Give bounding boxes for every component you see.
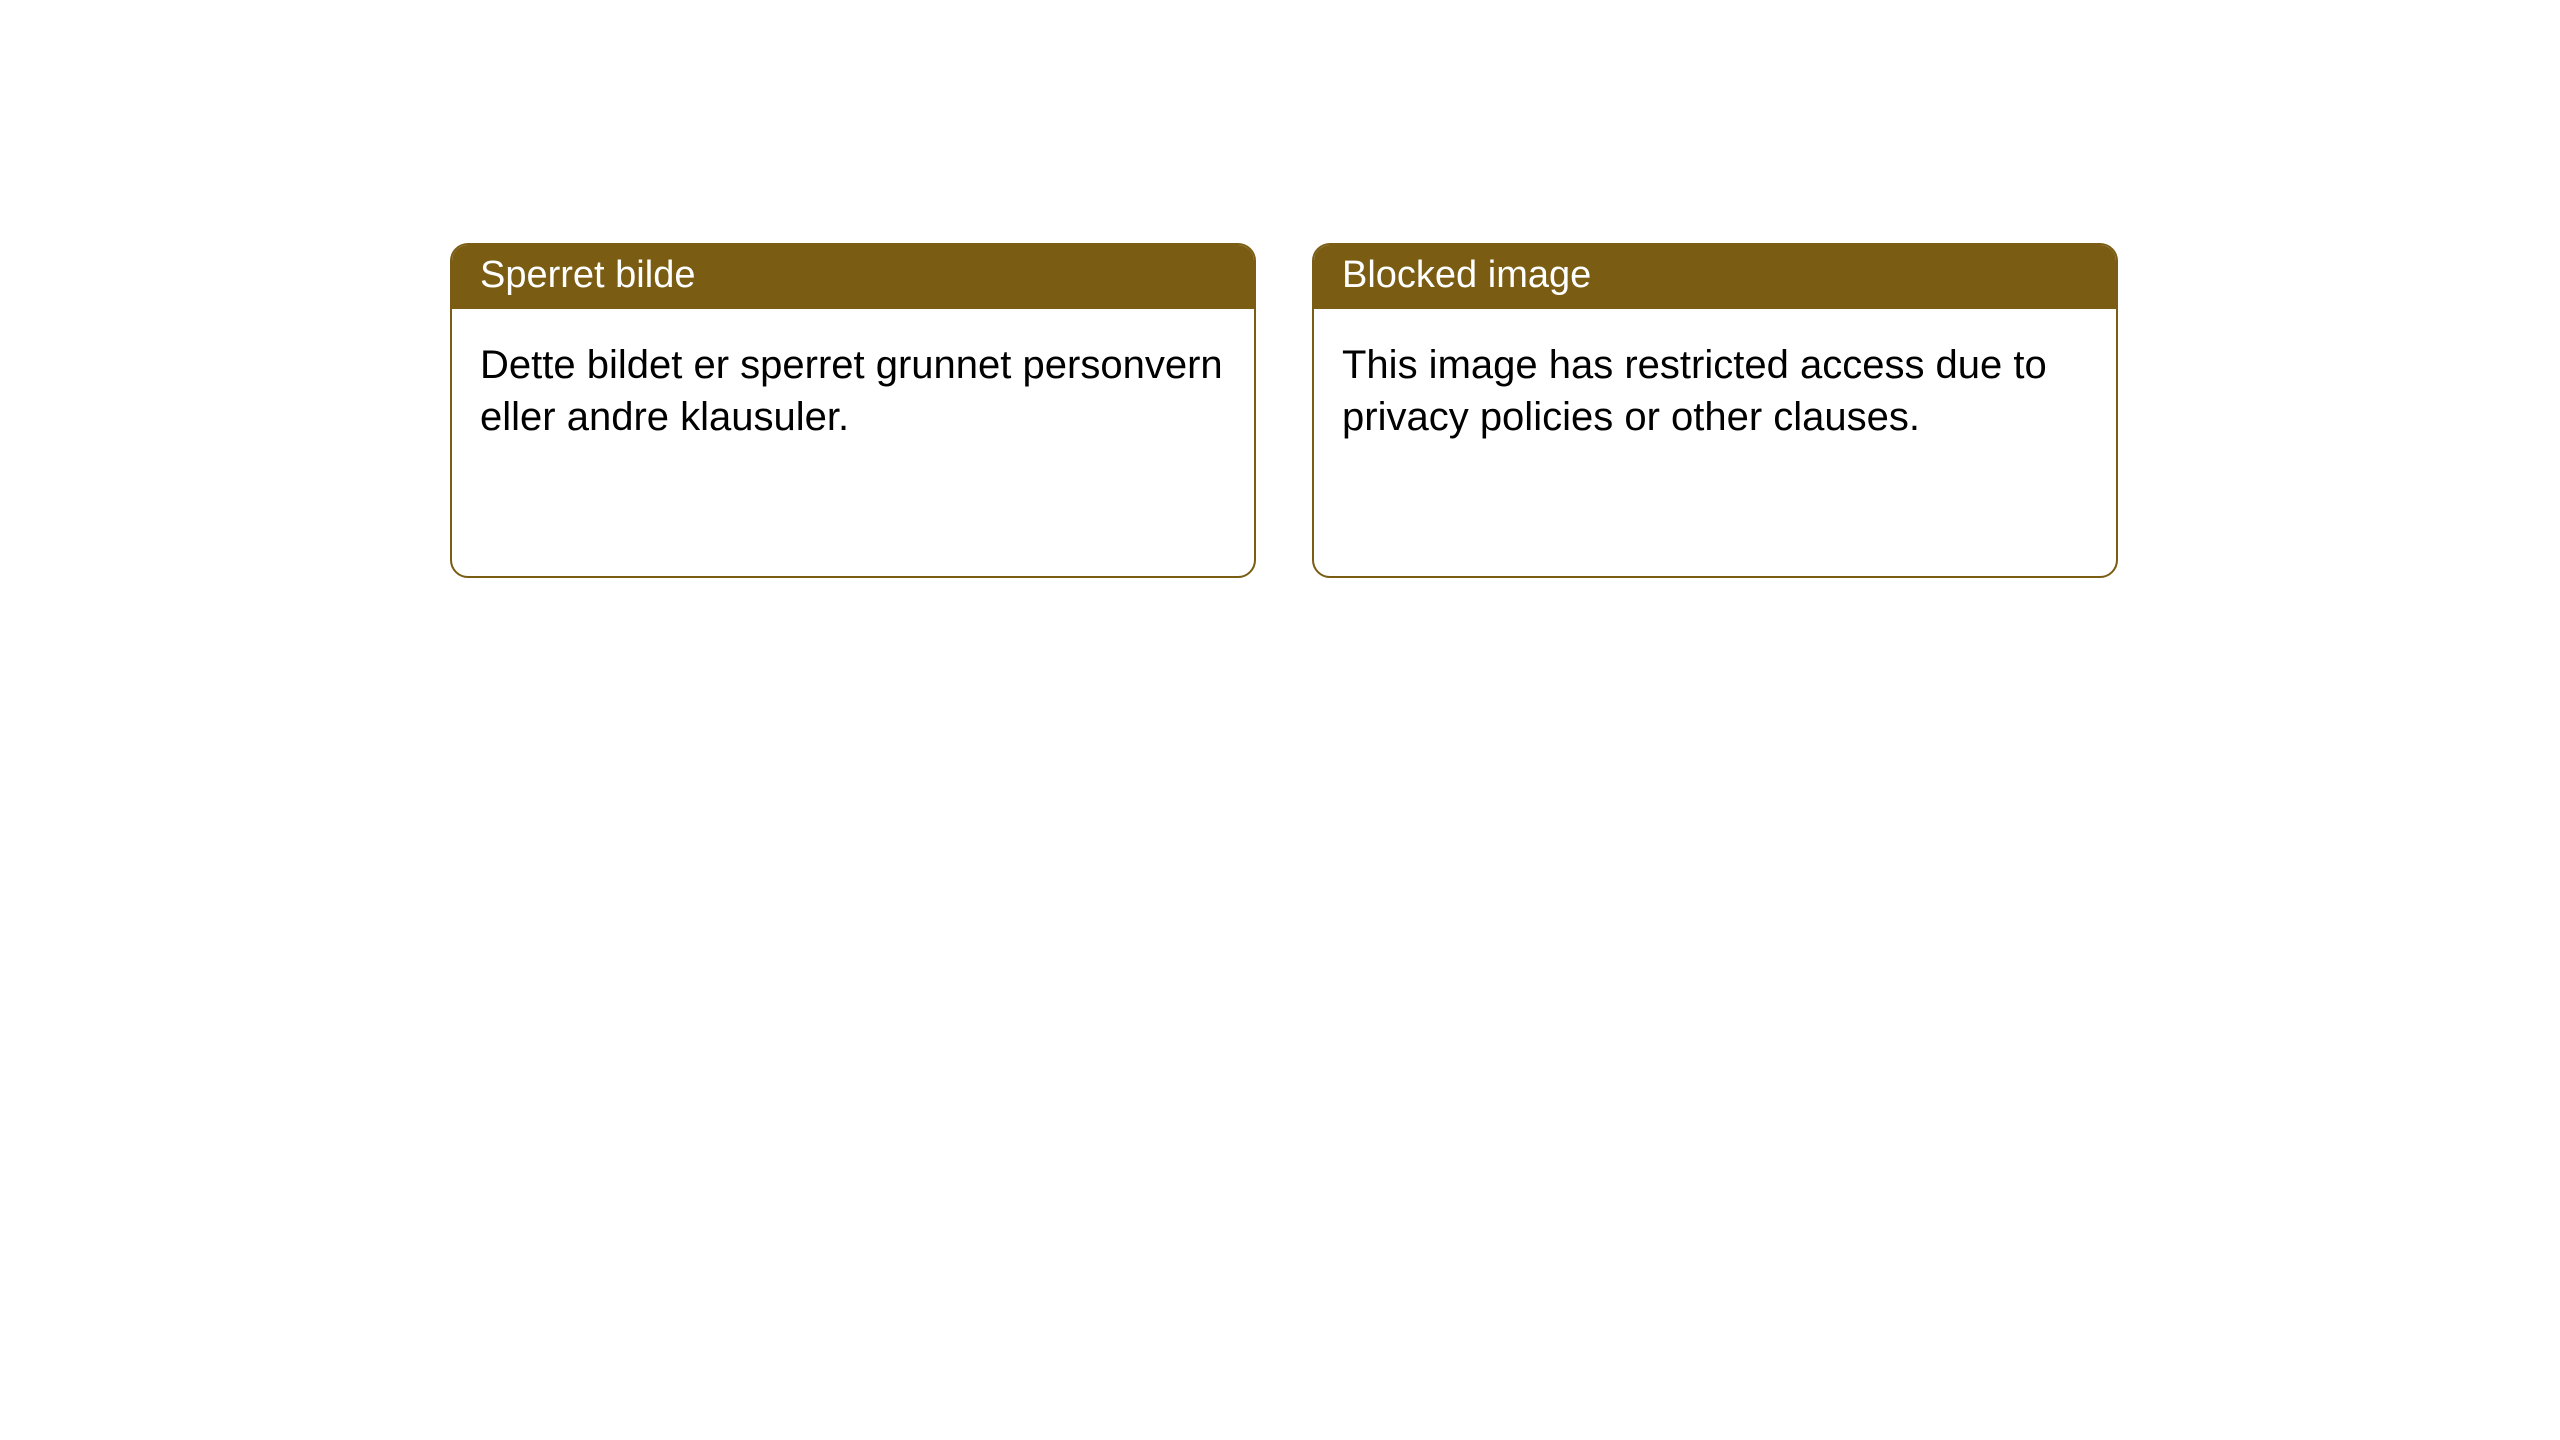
notice-header: Sperret bilde <box>452 245 1254 309</box>
notice-card-english: Blocked image This image has restricted … <box>1312 243 2118 578</box>
notice-container: Sperret bilde Dette bildet er sperret gr… <box>450 243 2118 578</box>
notice-body: This image has restricted access due to … <box>1314 309 2116 475</box>
notice-card-norwegian: Sperret bilde Dette bildet er sperret gr… <box>450 243 1256 578</box>
notice-header: Blocked image <box>1314 245 2116 309</box>
notice-body: Dette bildet er sperret grunnet personve… <box>452 309 1254 475</box>
